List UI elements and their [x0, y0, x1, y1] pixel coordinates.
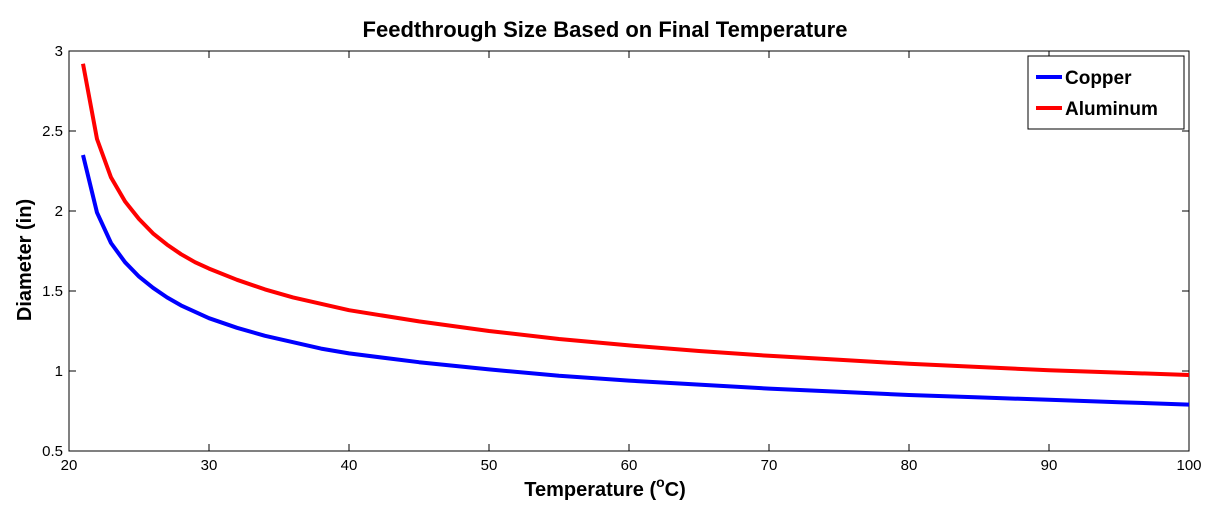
legend: Copper Aluminum	[1027, 55, 1185, 130]
series-layer	[81, 63, 1190, 407]
legend-box	[1027, 55, 1185, 130]
y-tick-label: 0.5	[42, 443, 63, 460]
y-tick-label: 1	[55, 363, 63, 380]
plot-area	[68, 50, 1190, 452]
x-tick-label: 20	[61, 457, 78, 474]
x-tick-label: 30	[201, 457, 218, 474]
x-tick-label: 70	[761, 457, 778, 474]
x-axis-label-prefix: Temperature (	[524, 479, 656, 501]
x-axis-label-suffix: C)	[665, 479, 686, 501]
x-tick-label: 80	[901, 457, 918, 474]
y-axis: 0.5 1 1.5 2 2.5 3	[42, 43, 1189, 460]
y-tick-label: 2	[55, 203, 63, 220]
chart-title: Feedthrough Size Based on Final Temperat…	[363, 17, 848, 42]
y-axis-label: Diameter (in)	[14, 199, 36, 321]
x-tick-label: 100	[1176, 457, 1201, 474]
x-axis-label-superscript: o	[656, 474, 665, 490]
x-tick-label: 60	[621, 457, 638, 474]
x-axis: 20 30 40 50 60 70 80 90 100	[61, 51, 1202, 474]
y-tick-label: 2.5	[42, 123, 63, 140]
x-tick-label: 40	[341, 457, 358, 474]
x-tick-label: 90	[1041, 457, 1058, 474]
x-tick-label: 50	[481, 457, 498, 474]
legend-label-aluminum: Aluminum	[1065, 99, 1158, 120]
y-tick-label: 1.5	[42, 283, 63, 300]
series-line-copper	[81, 154, 1190, 407]
x-axis-label: Temperature (oC)	[524, 474, 686, 501]
y-tick-label: 3	[55, 43, 63, 60]
series-line-aluminum	[81, 63, 1190, 377]
legend-label-copper: Copper	[1065, 68, 1132, 89]
